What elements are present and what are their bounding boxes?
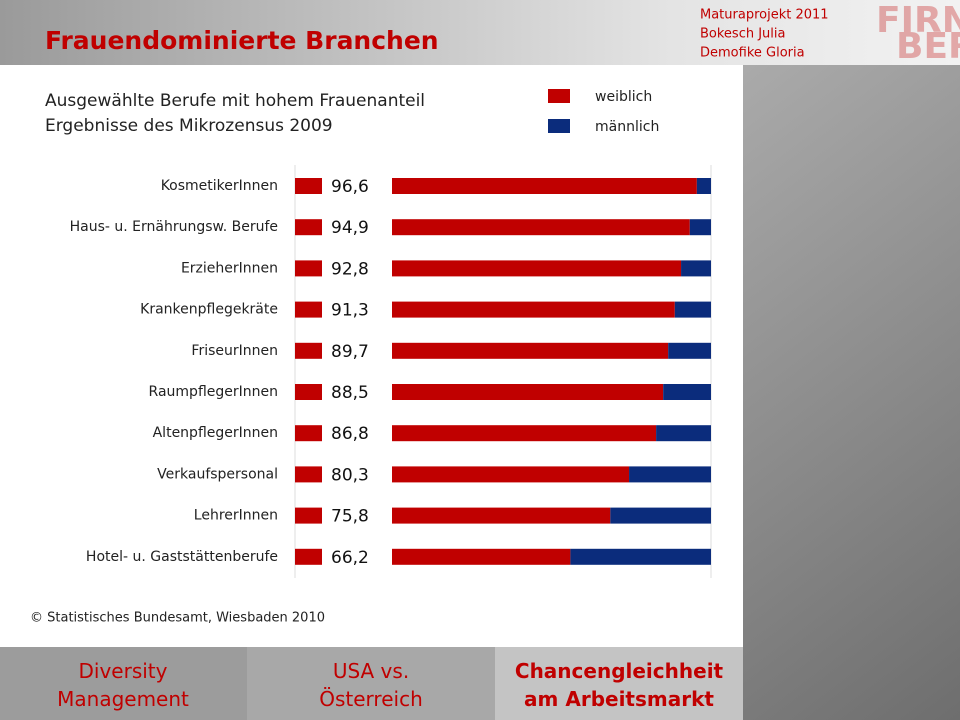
category-label: Verkaufspersonal	[157, 466, 278, 482]
label-box	[322, 463, 392, 486]
label-box	[322, 422, 392, 445]
value-label: 88,5	[331, 383, 369, 403]
title: Frauendominierte Branchen	[45, 26, 439, 55]
legend-swatch	[548, 119, 570, 133]
bar-segment	[689, 219, 711, 236]
source: © Statistisches Bundesamt, Wiesbaden 201…	[30, 611, 325, 626]
credit: Bokesch Julia	[700, 27, 786, 42]
label-box	[322, 545, 392, 568]
bar-segment	[295, 219, 690, 236]
value-label: 80,3	[331, 465, 369, 485]
category-label: RaumpflegerInnen	[149, 384, 278, 400]
category-label: LehrerInnen	[194, 508, 278, 524]
bar-segment	[656, 425, 711, 442]
category-label: ErzieherInnen	[181, 260, 278, 276]
bar-segment	[681, 260, 711, 277]
tab-label: Chancengleichheit am Arbeitsmarkt	[515, 659, 724, 711]
legend-label: männlich	[595, 119, 659, 135]
tab[interactable]	[247, 647, 495, 720]
bar-segment	[295, 178, 697, 194]
label-box	[322, 298, 392, 321]
tab-label: USA vs. Österreich	[319, 659, 423, 711]
tab[interactable]	[495, 647, 743, 720]
value-label: 86,8	[331, 424, 369, 444]
bar-segment	[570, 548, 711, 565]
logo: BERG	[896, 26, 960, 67]
category-label: Krankenpflegekräte	[140, 302, 278, 318]
category-label: AltenpflegerInnen	[153, 425, 278, 441]
bar-segment	[696, 178, 711, 194]
bar-segment	[674, 301, 711, 318]
label-box	[322, 339, 392, 362]
value-label: 89,7	[331, 342, 369, 362]
bar-segment	[629, 466, 711, 483]
tab-label: Diversity Management	[57, 659, 189, 711]
subtitle: Ergebnisse des Mikrozensus 2009	[45, 116, 333, 136]
legend-swatch	[548, 89, 570, 103]
value-label: 75,8	[331, 507, 369, 527]
subtitle: Ausgewählte Berufe mit hohem Frauenantei…	[45, 91, 425, 111]
bar-segment	[663, 384, 711, 400]
category-label: KosmetikerInnen	[161, 178, 278, 194]
value-label: 91,3	[331, 301, 369, 321]
header-band	[0, 0, 960, 65]
label-box	[322, 175, 392, 197]
tab[interactable]	[0, 647, 247, 720]
legend-label: weiblich	[595, 89, 652, 105]
credit: Demofike Gloria	[700, 46, 805, 61]
label-box	[322, 381, 392, 403]
value-label: 96,6	[331, 177, 369, 197]
bar-segment	[610, 507, 711, 524]
bar-segment	[668, 342, 711, 359]
logo: FIRN	[876, 0, 960, 41]
value-label: 92,8	[331, 259, 369, 279]
label-box	[322, 257, 392, 280]
credit: Maturaprojekt 2011	[700, 8, 829, 23]
value-label: 66,2	[331, 548, 369, 568]
category-label: Haus- u. Ernährungsw. Berufe	[70, 219, 278, 235]
value-label: 94,9	[331, 218, 369, 238]
label-box	[322, 504, 392, 527]
category-label: Hotel- u. Gaststättenberufe	[86, 549, 278, 565]
label-box	[322, 216, 392, 239]
category-label: FriseurInnen	[191, 343, 278, 359]
